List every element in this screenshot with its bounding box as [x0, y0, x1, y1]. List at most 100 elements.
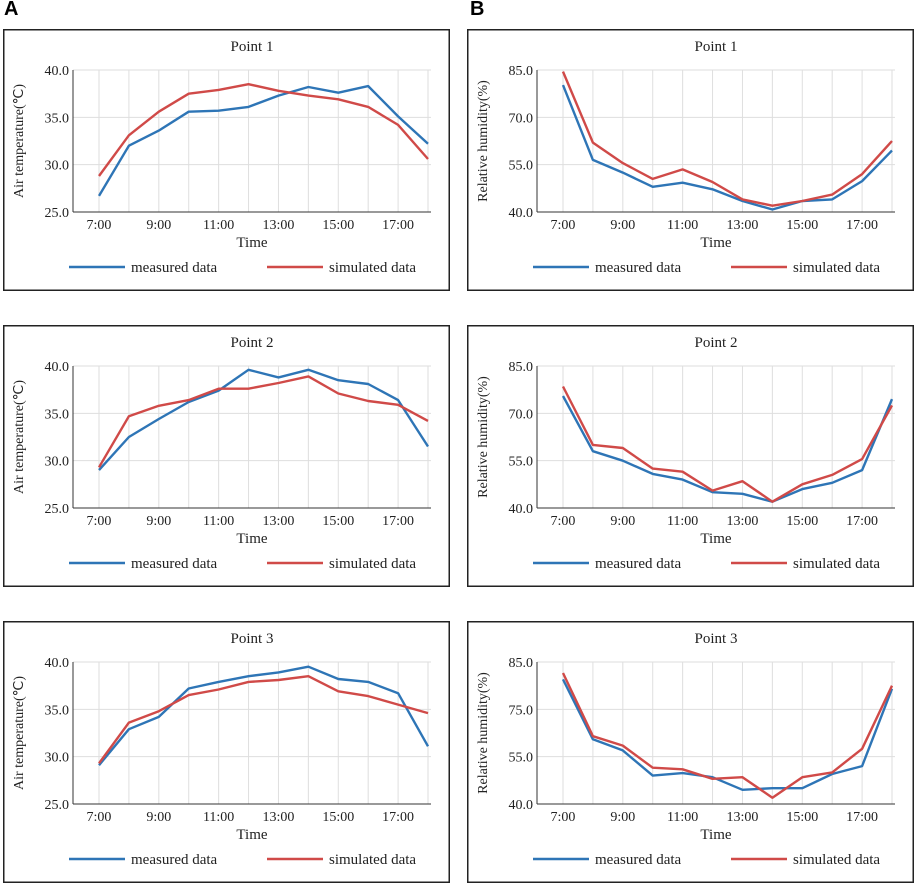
- x-tick-label: 9:00: [146, 810, 171, 825]
- y-tick-label: 70.0: [509, 111, 534, 126]
- y-axis-label: Air temperature(℃): [12, 380, 27, 494]
- chart-title: Point 3: [695, 631, 738, 647]
- x-axis-label: Time: [700, 235, 731, 251]
- y-tick-label: 25.0: [45, 798, 70, 813]
- x-tick-label: 17:00: [382, 514, 414, 529]
- series-line-simulated: [98, 675, 429, 765]
- x-tick-label: 17:00: [382, 218, 414, 233]
- x-axis-label: Time: [236, 827, 267, 843]
- chart-a-point-2: 25.0 30.0 35.0 40.0 7:00 9:00 11:00 13:00 15:00 1…: [3, 325, 450, 587]
- series-line-simulated: [561, 385, 894, 503]
- y-tick-label: 55.0: [509, 751, 534, 766]
- x-tick-label: 13:00: [263, 810, 295, 825]
- chart-title: Point 2: [231, 335, 274, 351]
- x-tick-label: 7:00: [87, 810, 112, 825]
- legend-label-measured: measured data: [131, 556, 218, 572]
- x-tick-label: 13:00: [263, 514, 295, 529]
- series-line-measured: [97, 84, 429, 197]
- series-line-measured: [561, 395, 894, 503]
- y-tick-label: 70.0: [509, 407, 534, 422]
- chart-frame: [467, 29, 914, 291]
- series-line-measured: [561, 678, 894, 792]
- y-tick-label: 85.0: [509, 360, 534, 375]
- chart-b-point-2: 40.0 55.0 70.0 85.0 7:00 9:00 11:00 13:00 15:00 1…: [467, 325, 914, 587]
- chart-a-point-3: 25.0 30.0 35.0 40.0 7:00 9:00 11:00 13:00 15:00 1…: [3, 621, 450, 883]
- x-tick-label: 13:00: [263, 218, 295, 233]
- chart-frame: [3, 621, 450, 883]
- y-tick-label: 55.0: [509, 159, 534, 174]
- y-tick-label: 85.0: [509, 656, 534, 671]
- y-tick-label: 30.0: [45, 455, 70, 470]
- x-tick-label: 11:00: [667, 514, 698, 529]
- series-line-simulated: [561, 71, 893, 207]
- x-tick-label: 9:00: [610, 810, 635, 825]
- x-tick-label: 13:00: [727, 218, 759, 233]
- y-axis-label: Air temperature(℃): [12, 676, 27, 790]
- x-axis-label: Time: [700, 531, 731, 547]
- y-axis-label: Relative humidity(%): [476, 376, 491, 498]
- x-tick-label: 15:00: [322, 218, 354, 233]
- x-tick-label: 11:00: [203, 810, 234, 825]
- x-tick-label: 15:00: [786, 514, 818, 529]
- y-tick-label: 40.0: [509, 206, 534, 221]
- x-tick-label: 11:00: [203, 218, 234, 233]
- series-line-measured: [561, 84, 893, 211]
- x-tick-label: 13:00: [727, 810, 759, 825]
- legend-label-measured: measured data: [595, 852, 682, 868]
- y-tick-label: 40.0: [45, 64, 70, 79]
- x-tick-label: 7:00: [551, 514, 576, 529]
- chart-title: Point 1: [231, 39, 274, 55]
- chart-title: Point 2: [695, 335, 738, 351]
- y-tick-label: 40.0: [509, 502, 534, 517]
- x-axis-label: Time: [236, 235, 267, 251]
- x-tick-label: 13:00: [727, 514, 759, 529]
- legend-label-measured: measured data: [131, 852, 218, 868]
- x-tick-label: 11:00: [667, 810, 698, 825]
- x-tick-label: 9:00: [610, 218, 635, 233]
- legend-label-simulated: simulated data: [329, 852, 416, 868]
- y-tick-label: 35.0: [45, 407, 70, 422]
- x-tick-label: 9:00: [610, 514, 635, 529]
- series-line-measured: [98, 368, 430, 471]
- panel-label-a: A: [4, 0, 19, 20]
- y-axis-label: Air temperature(℃): [12, 84, 27, 198]
- legend-label-simulated: simulated data: [793, 852, 880, 868]
- legend-label-measured: measured data: [131, 260, 218, 276]
- series-line-simulated: [561, 672, 894, 799]
- x-tick-label: 9:00: [146, 514, 171, 529]
- y-axis-label: Relative humidity(%): [476, 80, 491, 202]
- x-tick-label: 15:00: [786, 810, 818, 825]
- x-tick-label: 11:00: [203, 514, 234, 529]
- x-axis-label: Time: [236, 531, 267, 547]
- x-tick-label: 15:00: [322, 810, 354, 825]
- series-line-simulated: [97, 375, 429, 468]
- y-tick-label: 40.0: [509, 798, 534, 813]
- x-tick-label: 17:00: [382, 810, 414, 825]
- x-tick-label: 17:00: [846, 810, 878, 825]
- y-tick-label: 35.0: [45, 703, 70, 718]
- legend-label-simulated: simulated data: [329, 260, 416, 276]
- x-tick-label: 9:00: [146, 218, 171, 233]
- x-tick-label: 15:00: [322, 514, 354, 529]
- x-tick-label: 17:00: [846, 218, 878, 233]
- legend-label-simulated: simulated data: [793, 260, 880, 276]
- chart-b-point-1: 40.0 55.0 70.0 85.0 7:00 9:00 11:00 13:00 15:00 1…: [467, 29, 914, 291]
- x-tick-label: 7:00: [551, 810, 576, 825]
- x-tick-label: 17:00: [846, 514, 878, 529]
- legend-label-measured: measured data: [595, 260, 682, 276]
- chart-a-point-1: 25.0 30.0 35.0 40.0 7:00 9:00 11:00 13:00 15:00 1…: [3, 29, 450, 291]
- series-line-measured: [98, 665, 430, 766]
- x-tick-label: 7:00: [551, 218, 576, 233]
- y-tick-label: 30.0: [45, 159, 70, 174]
- chart-title: Point 3: [231, 631, 274, 647]
- x-tick-label: 11:00: [667, 218, 698, 233]
- y-tick-label: 30.0: [45, 751, 70, 766]
- legend-label-measured: measured data: [595, 556, 682, 572]
- panel-label-b: B: [470, 0, 485, 20]
- y-tick-label: 35.0: [45, 111, 70, 126]
- x-tick-label: 7:00: [87, 514, 112, 529]
- chart-title: Point 1: [695, 39, 738, 55]
- y-tick-label: 75.0: [509, 703, 534, 718]
- x-tick-label: 15:00: [786, 218, 818, 233]
- y-tick-label: 85.0: [509, 64, 534, 79]
